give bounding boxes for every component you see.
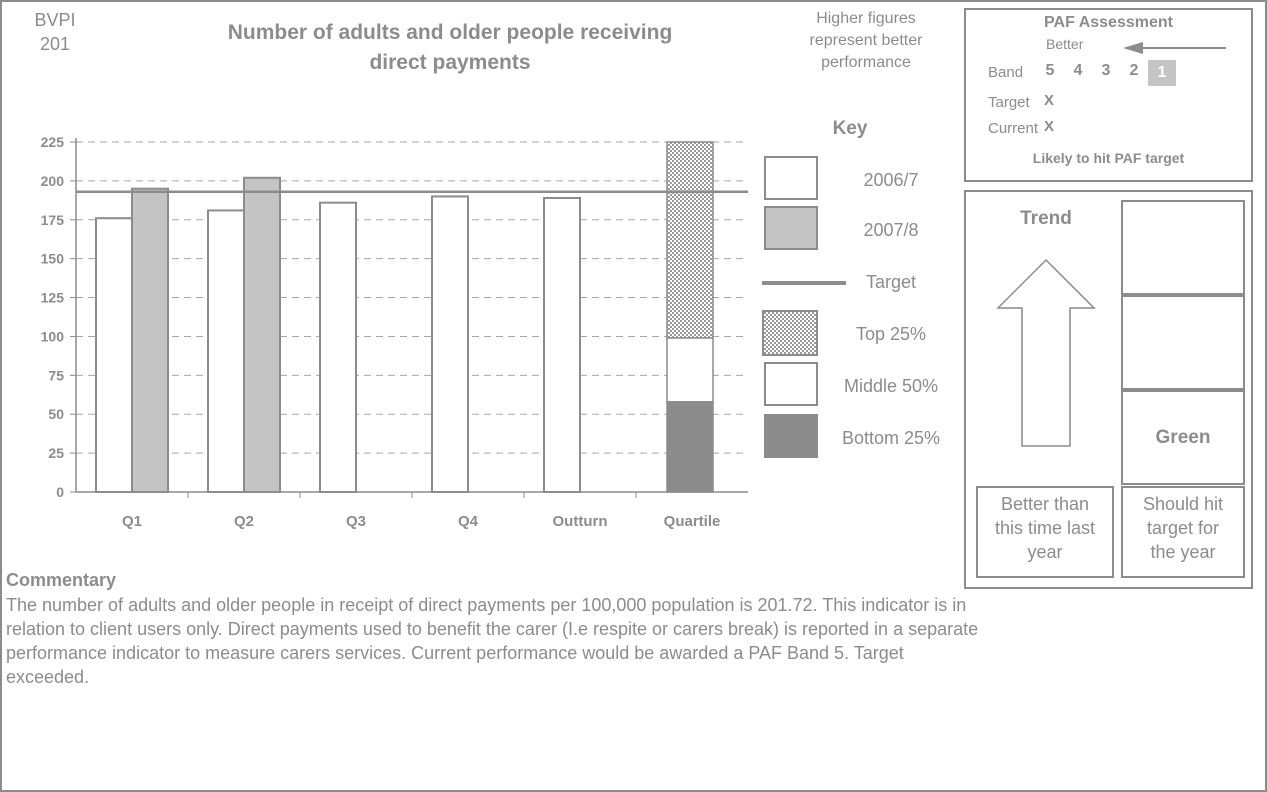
paf-current-label: Current: [988, 120, 1039, 137]
legend-title: Key: [832, 118, 868, 139]
commentary-line-1: The number of adults and older people in…: [6, 595, 967, 615]
legend-swatch-bottom: [764, 414, 818, 458]
bar-2006: [207, 209, 245, 493]
legend-swatch-top: [762, 310, 818, 356]
bar-2006: [319, 201, 357, 494]
paf-band-1: 1: [1148, 60, 1176, 86]
trend-panel: Trend Green Better than this time last y…: [964, 190, 1253, 589]
y-tick-label: 0: [56, 484, 64, 500]
bar-chart: 0 25 50 75 100 125 150 175 200 225 Q1 Q2 Q3 Q4 Outturn…: [41, 134, 748, 530]
legend-label-top: Top 25%: [855, 324, 927, 344]
indicator-code: BVPI 201: [20, 8, 90, 56]
paf-verdict: Likely to hit PAF target: [1032, 150, 1185, 166]
target-caption-line-2: target for: [1146, 518, 1220, 538]
paf-target-label: Target: [988, 94, 1030, 111]
legend-label-target: Target: [865, 272, 917, 292]
y-tick-label: 50: [48, 406, 64, 422]
x-tick-label: Q4: [458, 513, 479, 530]
paf-target-mark: X: [1044, 92, 1055, 109]
legend-label-2007: 2007/8: [863, 220, 919, 240]
y-tick-label: 150: [41, 251, 65, 267]
legend-swatch-middle: [764, 362, 818, 406]
legend-swatch-2006: [764, 156, 818, 200]
bar-2006: [95, 217, 133, 493]
x-tick-label: Quartile: [664, 513, 721, 530]
paf-band-5: 5: [1045, 62, 1055, 79]
trend-caption-line-2: this time last: [994, 518, 1096, 538]
chart-title-line-1: Number of adults and older people receiv…: [227, 21, 673, 44]
indicator-code-number: 201: [39, 34, 71, 54]
x-tick-label: Q3: [346, 513, 366, 530]
target-caption-line-3: the year: [1150, 542, 1216, 562]
legend-swatch-2007: [764, 206, 818, 250]
trend-caption: Better than this time last year: [976, 486, 1114, 578]
bar-2006: [431, 195, 469, 493]
performance-note-line-3: performance: [821, 54, 911, 71]
paf-band-2: 2: [1129, 62, 1139, 79]
quartile-top-segment: [666, 141, 714, 339]
y-tick-label: 225: [41, 134, 65, 150]
chart-title: Number of adults and older people receiv…: [150, 18, 750, 78]
legend-label-2006: 2006/7: [863, 170, 919, 190]
paf-band-3: 3: [1101, 62, 1111, 79]
arrow-up-icon: [996, 258, 1096, 447]
commentary-line-4: exceeded.: [6, 667, 90, 687]
x-tick-label: Outturn: [553, 513, 608, 530]
trend-caption-line-1: Better than: [1000, 494, 1090, 514]
paf-title: PAF Assessment: [1044, 14, 1173, 31]
performance-note-line-1: Higher figures: [816, 10, 916, 27]
paf-band-4: 4: [1073, 62, 1083, 79]
commentary-title: Commentary: [6, 570, 117, 590]
target-caption: Should hit target for the year: [1121, 486, 1245, 578]
bar-2007: [243, 176, 281, 493]
commentary-line-2: relation to client users only. Direct pa…: [6, 619, 979, 639]
legend-swatch-target: [762, 281, 846, 285]
trend-title: Trend: [1020, 208, 1072, 229]
status-cell-top: [1121, 200, 1245, 295]
status-green-label: Green: [1155, 427, 1211, 448]
x-tick-label: Q1: [122, 513, 142, 530]
quartile-bottom-segment: [666, 401, 714, 493]
chart-title-line-2: direct payments: [369, 51, 531, 74]
y-tick-label: 100: [41, 328, 65, 344]
paf-better-label: Better: [1046, 36, 1084, 52]
arrow-left-icon: [1123, 42, 1226, 54]
bar-2006: [543, 197, 581, 493]
legend-label-middle: Middle 50%: [843, 376, 939, 396]
quartile-middle-segment: [666, 337, 714, 403]
paf-current-mark: X: [1044, 118, 1055, 135]
target-caption-line-1: Should hit: [1142, 494, 1224, 514]
paf-band-label: Band: [988, 64, 1024, 81]
y-tick-label: 175: [41, 212, 65, 228]
indicator-code-prefix: BVPI: [34, 10, 76, 30]
y-tick-label: 25: [48, 445, 64, 461]
y-tick-label: 75: [48, 367, 64, 383]
trend-caption-line-3: year: [1027, 542, 1063, 562]
bar-2007: [131, 187, 169, 494]
performance-note: Higher figures represent better performa…: [776, 8, 956, 74]
x-tick-label: Q2: [234, 513, 254, 530]
legend-label-bottom: Bottom 25%: [841, 428, 941, 448]
status-cell-middle: [1121, 295, 1245, 390]
paf-assessment-panel: PAF Assessment Better Band 5 4 3 2 1 Tar…: [964, 8, 1253, 182]
commentary-text: The number of adults and older people in…: [6, 593, 1261, 689]
status-cell-bottom: [1121, 390, 1245, 485]
y-tick-label: 125: [41, 290, 65, 306]
y-tick-label: 200: [41, 173, 65, 189]
commentary-line-3: performance indicator to measure carers …: [6, 643, 904, 663]
performance-note-line-2: represent better: [809, 32, 923, 49]
